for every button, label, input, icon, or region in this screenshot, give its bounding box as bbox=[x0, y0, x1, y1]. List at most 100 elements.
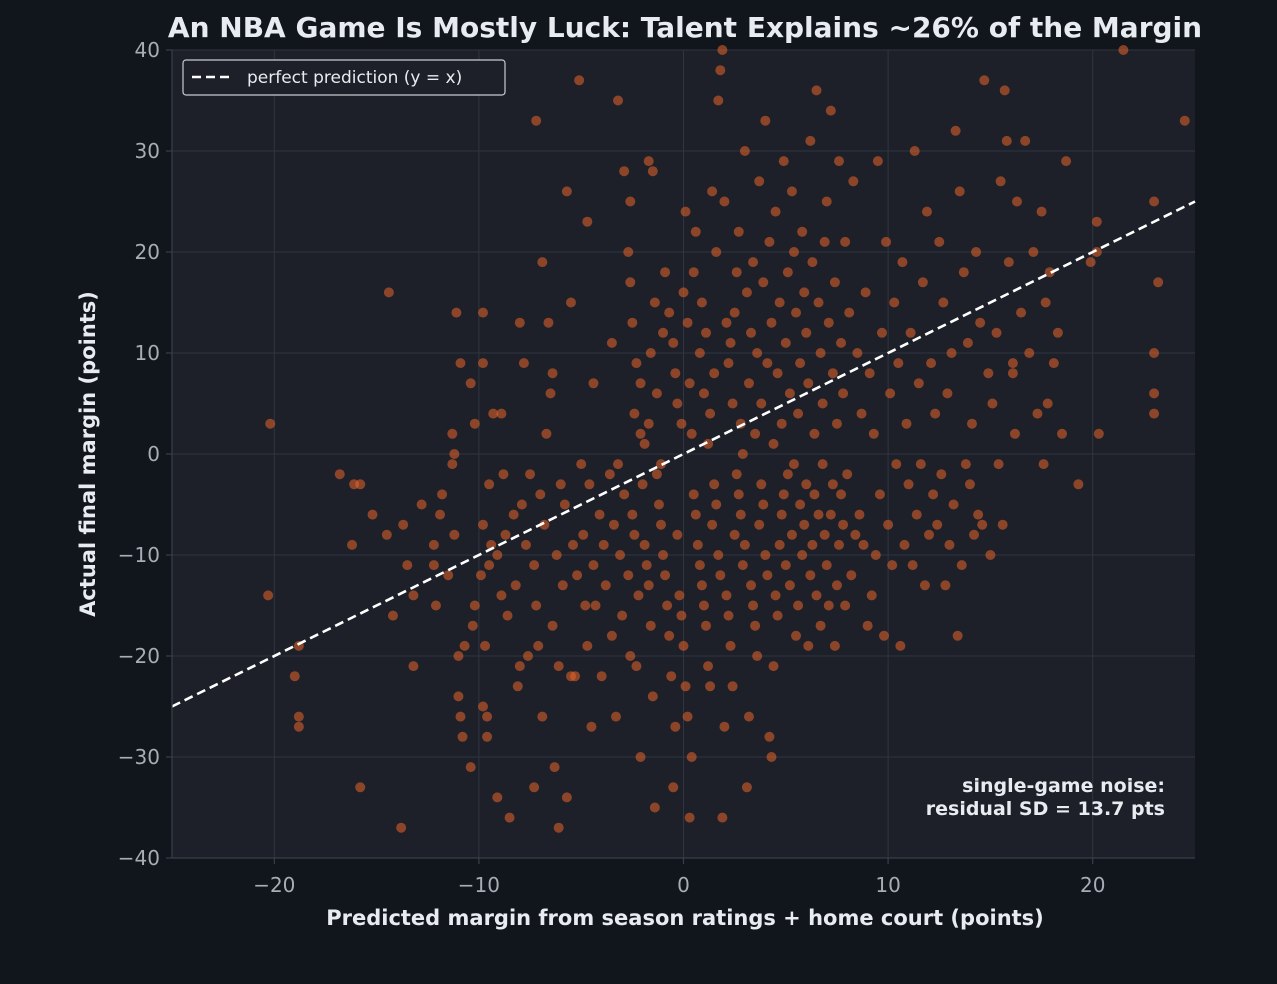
scatter-point bbox=[584, 479, 595, 490]
scatter-point bbox=[827, 479, 838, 490]
scatter-point bbox=[518, 358, 529, 369]
scatter-point bbox=[1009, 428, 1020, 439]
scatter-point bbox=[1003, 257, 1014, 268]
scatter-point bbox=[780, 560, 791, 571]
scatter-point bbox=[1001, 135, 1012, 146]
scatter-point bbox=[756, 398, 767, 409]
scatter-point bbox=[535, 489, 546, 500]
scatter-point bbox=[756, 479, 767, 490]
scatter-point bbox=[686, 428, 697, 439]
scatter-point bbox=[1048, 358, 1059, 369]
scatter-point bbox=[520, 539, 531, 550]
x-tick-label: −10 bbox=[458, 873, 500, 897]
scatter-point bbox=[500, 529, 511, 540]
scatter-point bbox=[1007, 358, 1018, 369]
scatter-point bbox=[1061, 156, 1072, 167]
scatter-point bbox=[709, 479, 720, 490]
scatter-point bbox=[265, 418, 276, 429]
scatter-point bbox=[876, 327, 887, 338]
x-tick-label: 10 bbox=[875, 873, 900, 897]
scatter-point bbox=[367, 509, 378, 520]
scatter-point bbox=[813, 509, 824, 520]
scatter-point bbox=[347, 539, 358, 550]
scatter-point bbox=[480, 640, 491, 651]
scatter-point bbox=[887, 560, 898, 571]
scatter-point bbox=[721, 317, 732, 328]
scatter-point bbox=[809, 428, 820, 439]
scatter-point bbox=[678, 287, 689, 298]
scatter-point bbox=[1091, 216, 1102, 227]
scatter-point bbox=[629, 529, 640, 540]
scatter-point bbox=[437, 489, 448, 500]
scatter-point bbox=[735, 509, 746, 520]
scatter-point bbox=[707, 186, 718, 197]
scatter-point bbox=[484, 479, 495, 490]
scatter-point bbox=[921, 206, 932, 217]
scatter-point bbox=[823, 600, 834, 611]
scatter-point bbox=[696, 297, 707, 308]
scatter-point bbox=[924, 529, 935, 540]
scatter-point bbox=[383, 287, 394, 298]
scatter-point bbox=[686, 752, 697, 762]
scatter-point bbox=[694, 560, 705, 571]
scatter-point bbox=[549, 762, 560, 773]
scatter-point bbox=[449, 529, 460, 540]
scatter-point bbox=[539, 519, 550, 530]
scatter-point bbox=[772, 368, 783, 379]
scatter-point bbox=[453, 651, 464, 661]
reference-line bbox=[171, 200, 1196, 708]
scatter-point bbox=[289, 671, 300, 682]
scatter-point bbox=[971, 247, 982, 257]
scatter-point bbox=[355, 782, 366, 793]
scatter-point bbox=[660, 267, 671, 278]
scatter-point bbox=[1042, 398, 1053, 409]
scatter-point bbox=[987, 398, 998, 409]
scatter-point bbox=[776, 509, 787, 520]
scatter-point bbox=[780, 337, 791, 348]
scatter-point bbox=[821, 196, 832, 207]
scatter-point bbox=[635, 752, 646, 762]
scatter-point bbox=[627, 509, 638, 520]
scatter-point bbox=[694, 348, 705, 358]
scatter-point bbox=[1118, 45, 1129, 55]
scatter-point bbox=[498, 469, 509, 480]
annotation-line-2: residual SD = 13.7 pts bbox=[926, 798, 1165, 820]
scatter-point bbox=[936, 469, 947, 480]
scatter-point bbox=[590, 600, 601, 611]
scatter-point bbox=[263, 590, 274, 601]
scatter-point bbox=[973, 509, 984, 520]
scatter-point bbox=[768, 661, 779, 672]
scatter-point bbox=[598, 539, 609, 550]
scatter-point bbox=[457, 731, 468, 742]
scatter-point bbox=[793, 408, 804, 419]
scatter-point bbox=[484, 560, 495, 571]
scatter-point bbox=[670, 368, 681, 379]
scatter-point bbox=[588, 378, 599, 389]
scatter-point bbox=[956, 560, 967, 571]
scatter-point bbox=[717, 812, 728, 823]
scatter-point bbox=[293, 711, 304, 722]
scatter-point bbox=[803, 640, 814, 651]
scatter-point bbox=[1149, 196, 1160, 207]
scatter-point bbox=[465, 378, 476, 389]
scatter-point bbox=[731, 267, 742, 278]
scatter-point bbox=[838, 388, 849, 399]
scatter-point bbox=[705, 681, 716, 692]
scatter-point bbox=[629, 408, 640, 419]
scatter-point bbox=[883, 519, 894, 530]
scatter-point bbox=[688, 489, 699, 500]
scatter-point bbox=[797, 226, 808, 237]
scatter-point bbox=[782, 469, 793, 480]
scatter-point bbox=[1057, 428, 1068, 439]
scatter-point bbox=[1149, 348, 1160, 358]
scatter-point bbox=[645, 620, 656, 631]
scatter-point bbox=[1028, 247, 1039, 257]
scatter-point bbox=[662, 600, 673, 611]
scatter-point bbox=[703, 438, 714, 449]
scatter-point bbox=[858, 539, 869, 550]
scatter-point bbox=[715, 65, 726, 76]
scatter-point bbox=[537, 257, 548, 268]
scatter-point bbox=[492, 550, 503, 560]
scatter-point bbox=[643, 418, 654, 429]
scatter-point bbox=[764, 731, 775, 742]
